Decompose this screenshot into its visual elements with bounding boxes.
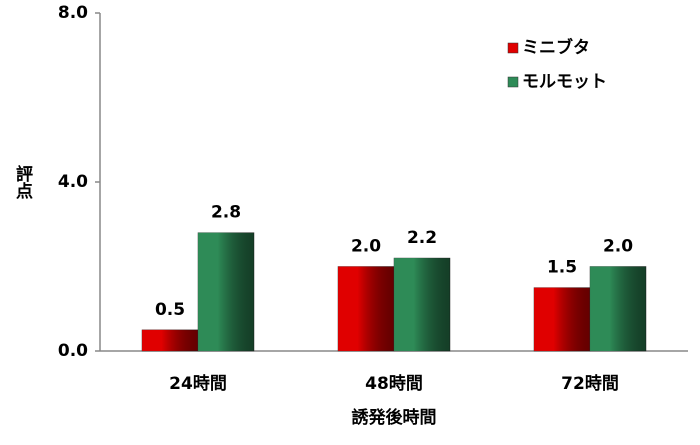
bar (393, 257, 451, 352)
x-axis-label: 誘発後時間 (352, 407, 437, 428)
x-tick-label: 24時間 (169, 373, 227, 394)
value-label: 2.0 (351, 237, 381, 257)
value-label: 1.5 (547, 258, 577, 278)
bar (589, 266, 647, 352)
value-label: 2.8 (211, 203, 241, 223)
bar (141, 329, 199, 352)
legend-label: ミニブタ (522, 37, 590, 58)
x-tick-label: 72時間 (561, 373, 619, 394)
legend-swatch (507, 76, 519, 88)
legend-label: モルモット (522, 72, 607, 92)
value-label: 2.0 (603, 237, 633, 257)
y-tick-label: 8.0 (58, 3, 88, 23)
bar (337, 266, 395, 352)
legend-swatch (507, 42, 519, 54)
bar (533, 287, 591, 352)
y-axis-label: 評点 (12, 164, 33, 200)
y-tick-label: 4.0 (58, 172, 88, 192)
value-label: 2.2 (407, 228, 437, 248)
x-tick-label: 48時間 (365, 373, 423, 394)
value-label: 0.5 (155, 300, 185, 320)
y-tick-label: 0.0 (58, 341, 88, 361)
bar (197, 232, 255, 352)
